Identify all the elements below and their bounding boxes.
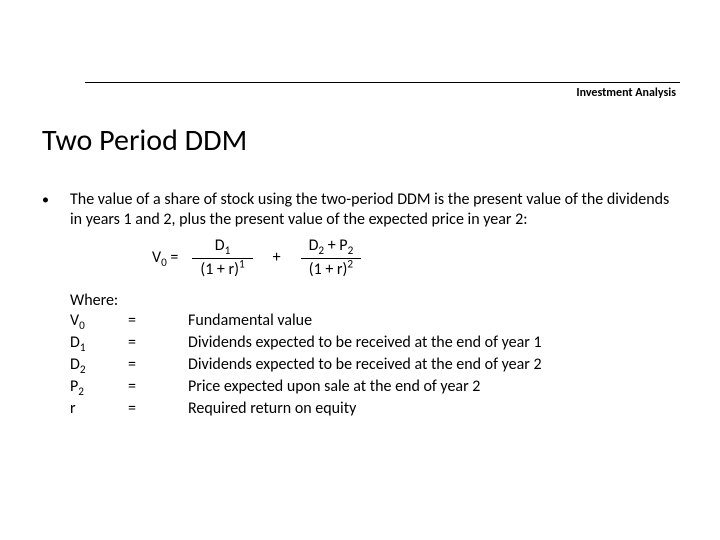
def-symbol: D1 <box>70 333 128 353</box>
def-sym-text: D <box>70 355 80 374</box>
def-sym-sub: 2 <box>80 363 86 377</box>
where-label: Where: <box>70 291 680 311</box>
def-sym-text: V <box>70 311 79 330</box>
definitions-grid: V0 = Fundamental value D1 = Dividends ex… <box>70 311 680 419</box>
formula-lhs: V0 = <box>152 248 186 268</box>
formula-fraction-1: D1 (1 + r)1 <box>192 236 252 281</box>
def-sym-sub: 1 <box>80 341 86 355</box>
slide: Investment Analysis Two Period DDM • The… <box>0 0 720 540</box>
formula-lhs-var: V <box>152 248 161 267</box>
fraction-2-numerator: D2 + P2 <box>301 236 362 257</box>
def-symbol: r <box>70 399 128 419</box>
def-desc: Dividends expected to be received at the… <box>188 355 680 375</box>
where-block: Where: V0 = Fundamental value D1 = Divid… <box>70 291 680 419</box>
frac2-num-plus: + P <box>324 236 347 255</box>
frac2-num-sub-b: 2 <box>348 244 354 258</box>
formula-lhs-eq: = <box>167 248 179 267</box>
body: • The value of a share of stock using th… <box>42 190 680 419</box>
bullet-marker: • <box>42 190 70 230</box>
formula-fraction-2: D 2 + P2 (1 + r)2 <box>301 236 362 281</box>
bullet-text: The value of a share of stock using the … <box>70 190 680 230</box>
def-desc: Dividends expected to be received at the… <box>188 333 680 353</box>
def-desc: Fundamental value <box>188 311 680 331</box>
def-eq: = <box>128 333 188 353</box>
def-desc: Required return on equity <box>188 399 680 419</box>
def-symbol: V0 <box>70 311 128 331</box>
def-desc: Price expected upon sale at the end of y… <box>188 377 680 397</box>
header-rule <box>85 82 680 83</box>
def-sym-sub: 0 <box>79 319 85 333</box>
def-sym-text: D <box>70 333 80 352</box>
def-eq: = <box>128 311 188 331</box>
def-symbol: D2 <box>70 355 128 375</box>
frac1-num-var: D <box>215 236 225 255</box>
header-label: Investment Analysis <box>576 86 676 100</box>
bullet-item: • The value of a share of stock using th… <box>42 190 680 230</box>
frac2-den-base: (1 + r) <box>309 260 348 279</box>
fraction-2-denominator: (1 + r)2 <box>301 260 361 281</box>
formula-plus: + <box>259 248 295 268</box>
fraction-1-denominator: (1 + r)1 <box>192 260 252 281</box>
frac1-den-sup: 1 <box>239 257 245 271</box>
formula: V0 = D1 (1 + r)1 + D2 + P2 (1 + r)2 <box>152 236 680 281</box>
frac1-num-sub: 1 <box>225 244 231 258</box>
def-symbol: P2 <box>70 377 128 397</box>
fraction-1-numerator: D1 <box>207 236 239 257</box>
def-eq: = <box>128 399 188 419</box>
def-eq: = <box>128 355 188 375</box>
frac2-den-sup: 2 <box>347 257 353 271</box>
page-title: Two Period DDM <box>42 122 247 159</box>
def-sym-text: r <box>70 399 76 418</box>
def-sym-sub: 2 <box>78 385 84 399</box>
frac1-den-base: (1 + r) <box>200 260 239 279</box>
frac2-num-var-a: D <box>309 236 319 255</box>
def-eq: = <box>128 377 188 397</box>
